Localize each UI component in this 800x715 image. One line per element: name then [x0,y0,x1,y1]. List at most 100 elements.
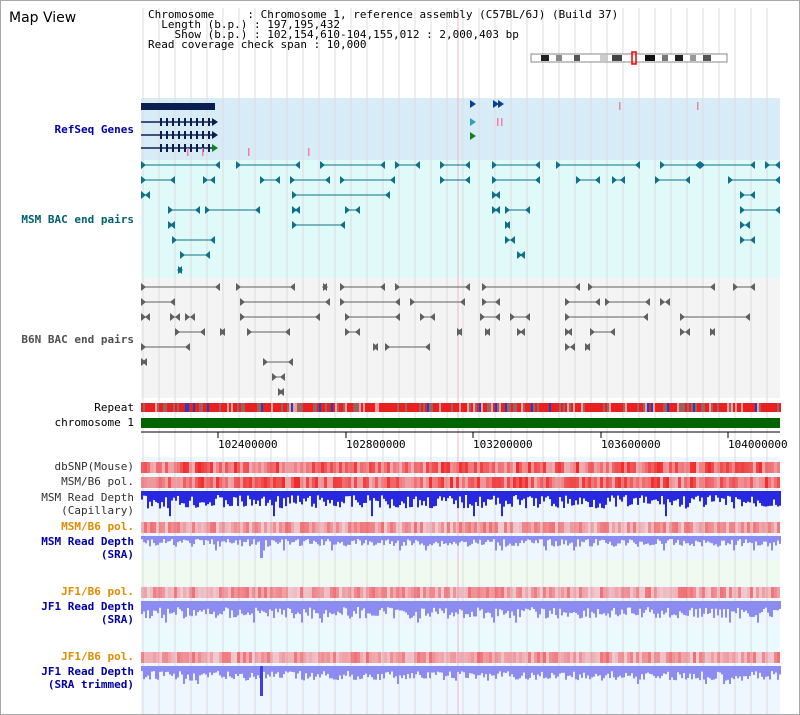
repeat-segment [531,403,533,412]
jf1-trimmed-depth-bar [773,666,775,675]
track-label-dbsnp[interactable]: dbSNP(Mouse) [54,460,134,473]
msm-b6-pol-cell [693,522,696,533]
repeat-segment [615,403,617,412]
jf1-b6-pol-cell [762,652,765,663]
msm-capillary-depth-bar [323,491,325,502]
msm-bac-pair-end [465,161,470,169]
jf1-trimmed-depth-bar [671,666,673,678]
track-label-msm-b6-pol-2[interactable]: MSM/B6 pol. [61,520,134,533]
msm-capillary-depth-bar [259,491,261,506]
jf1-trimmed-depth-bar [691,666,693,680]
msm-capillary-depth-bar [771,491,773,506]
dbsnp-cell [186,462,189,473]
jf1-b6-pol-cell [687,652,690,663]
msm-sra-depth-bar [381,536,383,541]
jf1-trimmed-depth-bar [251,666,253,673]
jf1-sra-depth-bar [279,601,281,609]
jf1-sra-depth-bar [309,601,311,608]
msm-b6-pol-cell [567,477,570,488]
track-label-refseq-genes[interactable]: RefSeq Genes [54,123,134,136]
msm-b6-pol-cell [210,522,213,533]
jf1-b6-pol-cell [321,587,324,598]
msm-capillary-depth-bar [305,491,307,502]
repeat-segment [213,403,215,412]
msm-b6-pol-cell [627,477,630,488]
track-label-msm-read-depth-sra-sub: (SRA) [100,548,134,561]
msm-b6-pol-cell [447,522,450,533]
repeat-segment [343,403,345,412]
refseq-exon [202,131,204,139]
jf1-trimmed-depth-bar [481,666,483,674]
msm-b6-pol-cell [285,522,288,533]
jf1-b6-pol-cell [546,652,549,663]
dbsnp-cell [510,462,513,473]
track-label-msm-bac[interactable]: MSM BAC end pairs [21,213,134,226]
track-label-msm-read-depth-sra[interactable]: MSM Read Depth [41,535,134,548]
dbsnp-cell [591,462,594,473]
msm-capillary-depth-bar [641,491,643,496]
jf1-trimmed-depth-bar [363,666,365,676]
msm-sra-depth-bar [549,536,551,540]
msm-b6-pol-cell [399,522,402,533]
jf1-sra-depth-bar [205,601,207,615]
jf1-b6-pol-cell [591,652,594,663]
jf1-trimmed-depth-bar [511,666,513,675]
track-label-jf1-read-depth-trimmed[interactable]: JF1 Read Depth [41,665,134,678]
jf1-trimmed-depth-bar [345,666,347,676]
jf1-trimmed-depth-bar [179,666,181,672]
msm-sra-depth-bar [347,536,349,545]
msm-sra-depth-bar [537,536,539,544]
jf1-b6-pol-cell [735,587,738,598]
jf1-trimmed-depth-bar [769,666,771,680]
msm-b6-pol-cell [183,477,186,488]
msm-capillary-depth-bar [779,491,781,506]
repeat-segment [431,403,433,412]
msm-capillary-depth-bar [329,491,331,504]
track-label-jf1-b6-pol-2[interactable]: JF1/B6 pol. [61,650,134,663]
b6n-bac-pair-end [340,298,345,306]
repeat-segment [721,403,723,412]
repeat-segment [249,403,251,412]
dbsnp-cell [390,462,393,473]
jf1-b6-pol-cell [330,587,333,598]
jf1-sra-depth-bar [767,601,769,613]
jf1-b6-pol-cell [231,587,234,598]
b6n-bac-pair-end [565,313,570,321]
dbsnp-cell [711,462,714,473]
msm-capillary-depth-bar [195,491,197,508]
msm-b6-pol-cell [549,477,552,488]
msm-capillary-depth-bar [753,491,755,504]
msm-capillary-depth-bar [413,491,415,500]
repeat-segment [517,403,519,412]
msm-b6-pol-cell [420,522,423,533]
msm-sra-depth-bar [159,536,161,543]
track-label-repeat[interactable]: Repeat [94,401,134,414]
msm-sra-depth-bar [323,536,325,546]
dbsnp-cell [750,462,753,473]
msm-b6-pol-cell [522,522,525,533]
repeat-segment [751,403,753,412]
msm-sra-depth-bar [653,536,655,545]
dbsnp-cell [282,462,285,473]
track-label-jf1-read-depth-sra[interactable]: JF1 Read Depth [41,600,134,613]
track-label-msm-b6-pol[interactable]: MSM/B6 pol. [61,475,134,488]
msm-sra-depth-bar [711,536,713,544]
msm-capillary-depth-bar [303,491,305,499]
jf1-sra-depth-bar [635,601,637,616]
jf1-b6-pol-cell [594,652,597,663]
track-label-msm-read-depth-capillary[interactable]: MSM Read Depth [41,491,134,504]
msm-b6-pol-cell [411,477,414,488]
repeat-segment [599,403,601,412]
jf1-sra-depth-bar [231,601,233,611]
msm-sra-depth-bar [207,536,209,541]
repeat-segment [577,403,579,412]
track-label-chromosome[interactable]: chromosome 1 [54,416,134,429]
track-label-b6n-bac[interactable]: B6N BAC end pairs [21,333,134,346]
msm-capillary-depth-bar [627,491,629,507]
track-label-jf1-b6-pol[interactable]: JF1/B6 pol. [61,585,134,598]
msm-b6-pol-cell [666,477,669,488]
msm-b6-pol-cell [663,522,666,533]
jf1-sra-depth-bar [245,601,247,615]
